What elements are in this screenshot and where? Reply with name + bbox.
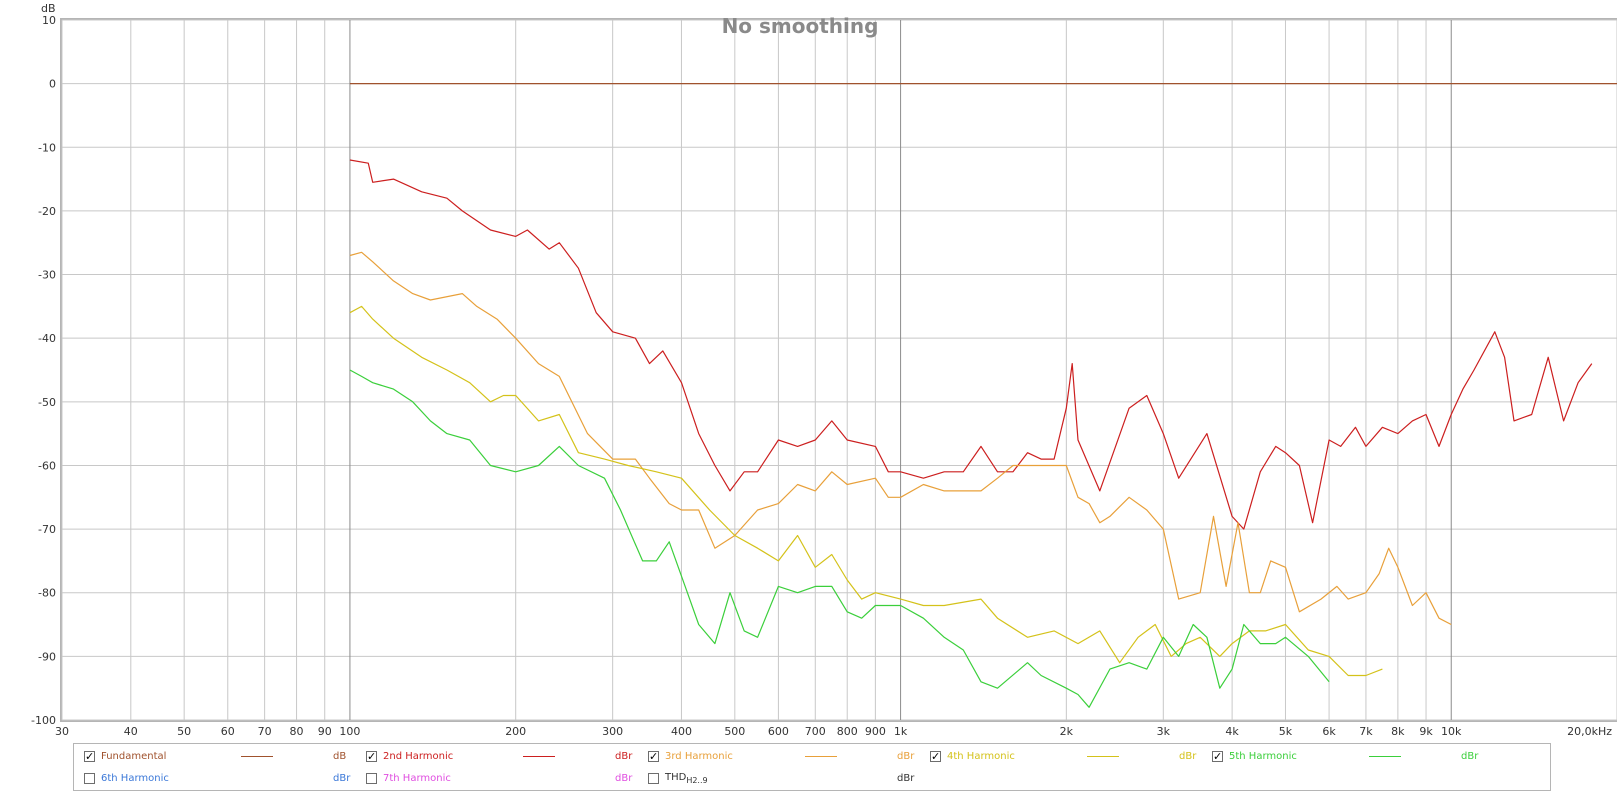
x-tick-label: 300 — [602, 725, 623, 738]
y-tick-label: -90 — [38, 650, 56, 663]
plot-area[interactable]: 100-10-20-30-40-50-60-70-80-90-100 30 40 5… — [0, 0, 1617, 740]
x-tick-label: 7k — [1359, 725, 1373, 738]
legend-unit: dBr — [1179, 750, 1197, 762]
legend-checkbox[interactable]: ✓ — [366, 749, 377, 763]
series-line-5th-harmonic — [349, 369, 1330, 708]
y-tick-label: -30 — [38, 269, 56, 282]
legend-line-swatch — [1087, 755, 1119, 757]
x-tick-label: 60 — [221, 725, 235, 738]
x-tick-label: 600 — [768, 725, 789, 738]
x-tick-labels: 30 40 50 60 70 80 90 100 200 300 400 500 600 700 800 90… — [55, 725, 1612, 738]
legend-checkbox[interactable]: ✓ — [930, 749, 941, 763]
x-tick-label: 3k — [1157, 725, 1171, 738]
x-tick-label: 1k — [894, 725, 908, 738]
x-tick-label: 5k — [1279, 725, 1293, 738]
y-tick-label: -80 — [38, 587, 56, 600]
legend-unit: dBr — [897, 750, 915, 762]
x-tick-label: 700 — [805, 725, 826, 738]
series-line-4th-harmonic — [349, 305, 1383, 677]
legend-item: ✓ 2nd Harmonic dBr — [366, 746, 632, 766]
x-tick-label: 8k — [1391, 725, 1405, 738]
y-tick-labels: 10 0 -10 -20 -30 -40 -50 -60 -70 -80 -90 -100 — [31, 14, 56, 727]
legend-checkbox[interactable] — [366, 772, 377, 784]
y-tick-label: -60 — [38, 459, 56, 472]
x-tick-label: 80 — [290, 725, 304, 738]
series-line-2nd-harmonic — [349, 159, 1593, 530]
x-tick-label: 40 — [124, 725, 138, 738]
series-lines — [349, 83, 1617, 708]
x-tick-label: 30 — [55, 725, 69, 738]
x-tick-label: 200 — [505, 725, 526, 738]
x-tick-label: 70 — [258, 725, 272, 738]
x-tick-label: 400 — [671, 725, 692, 738]
legend-unit: dBr — [897, 772, 915, 784]
legend: ✓ Fundamental dB ✓ 2nd Harmonic dBr ✓ 3rd Harmo… — [73, 743, 1551, 791]
x-tick-label: 100 — [339, 725, 360, 738]
legend-line-swatch — [1369, 755, 1401, 757]
legend-unit: dBr — [615, 750, 633, 762]
y-tick-label: 10 — [42, 14, 56, 27]
legend-item: THDH2..9 dBr — [648, 768, 914, 788]
plot-frame — [60, 18, 1617, 722]
legend-item: ✓ 5th Harmonic dBr — [1212, 746, 1478, 766]
x-tick-label: 90 — [318, 725, 332, 738]
y-axis-label: dB — [41, 2, 56, 15]
legend-checkbox[interactable]: ✓ — [1212, 749, 1223, 763]
legend-item: ✓ Fundamental dB — [84, 746, 346, 766]
y-tick-label: -40 — [38, 332, 56, 345]
legend-series-name: 3rd Harmonic — [665, 750, 733, 762]
legend-line-swatch — [805, 755, 837, 757]
legend-series-name: Fundamental — [101, 750, 167, 762]
grid — [61, 19, 1617, 721]
legend-unit: dBr — [333, 772, 351, 784]
x-tick-label: 500 — [724, 725, 745, 738]
x-tick-label: 4k — [1225, 725, 1239, 738]
legend-checkbox[interactable]: ✓ — [648, 749, 659, 763]
legend-series-name: 7th Harmonic — [383, 772, 451, 784]
legend-checkbox[interactable] — [84, 772, 95, 784]
legend-item: 7th Harmonic dBr — [366, 768, 632, 788]
x-tick-label: 6k — [1322, 725, 1336, 738]
legend-series-subscript: H2..9 — [686, 775, 708, 785]
legend-item: ✓ 3rd Harmonic dBr — [648, 746, 914, 766]
chart-title: No smoothing — [722, 14, 879, 38]
legend-item: 6th Harmonic dBr — [84, 768, 350, 788]
x-tick-label: 2k — [1060, 725, 1074, 738]
legend-checkbox[interactable]: ✓ — [84, 749, 95, 763]
y-tick-label: 0 — [49, 78, 56, 91]
legend-unit: dBr — [615, 772, 633, 784]
x-tick-label: 20,0kHz — [1567, 725, 1612, 738]
legend-series-name: THDH2..9 — [665, 771, 708, 785]
legend-series-name: 6th Harmonic — [101, 772, 169, 784]
series-line-3rd-harmonic — [349, 251, 1452, 626]
legend-unit: dB — [333, 750, 347, 762]
legend-series-name: 2nd Harmonic — [383, 750, 454, 762]
y-tick-label: -100 — [31, 714, 56, 727]
legend-item: ✓ 4th Harmonic dBr — [930, 746, 1196, 766]
legend-series-name: 4th Harmonic — [947, 750, 1015, 762]
y-tick-label: -10 — [38, 141, 56, 154]
x-tick-label: 50 — [177, 725, 191, 738]
x-tick-label: 9k — [1419, 725, 1433, 738]
legend-line-swatch — [523, 755, 555, 757]
x-tick-label: 900 — [865, 725, 886, 738]
legend-line-swatch — [241, 755, 273, 757]
y-tick-label: -20 — [38, 205, 56, 218]
x-tick-label: 10k — [1441, 725, 1462, 738]
y-tick-label: -50 — [38, 396, 56, 409]
legend-series-name: 5th Harmonic — [1229, 750, 1297, 762]
x-tick-label: 800 — [837, 725, 858, 738]
legend-checkbox[interactable] — [648, 772, 659, 784]
legend-unit: dBr — [1461, 750, 1479, 762]
y-tick-label: -70 — [38, 523, 56, 536]
